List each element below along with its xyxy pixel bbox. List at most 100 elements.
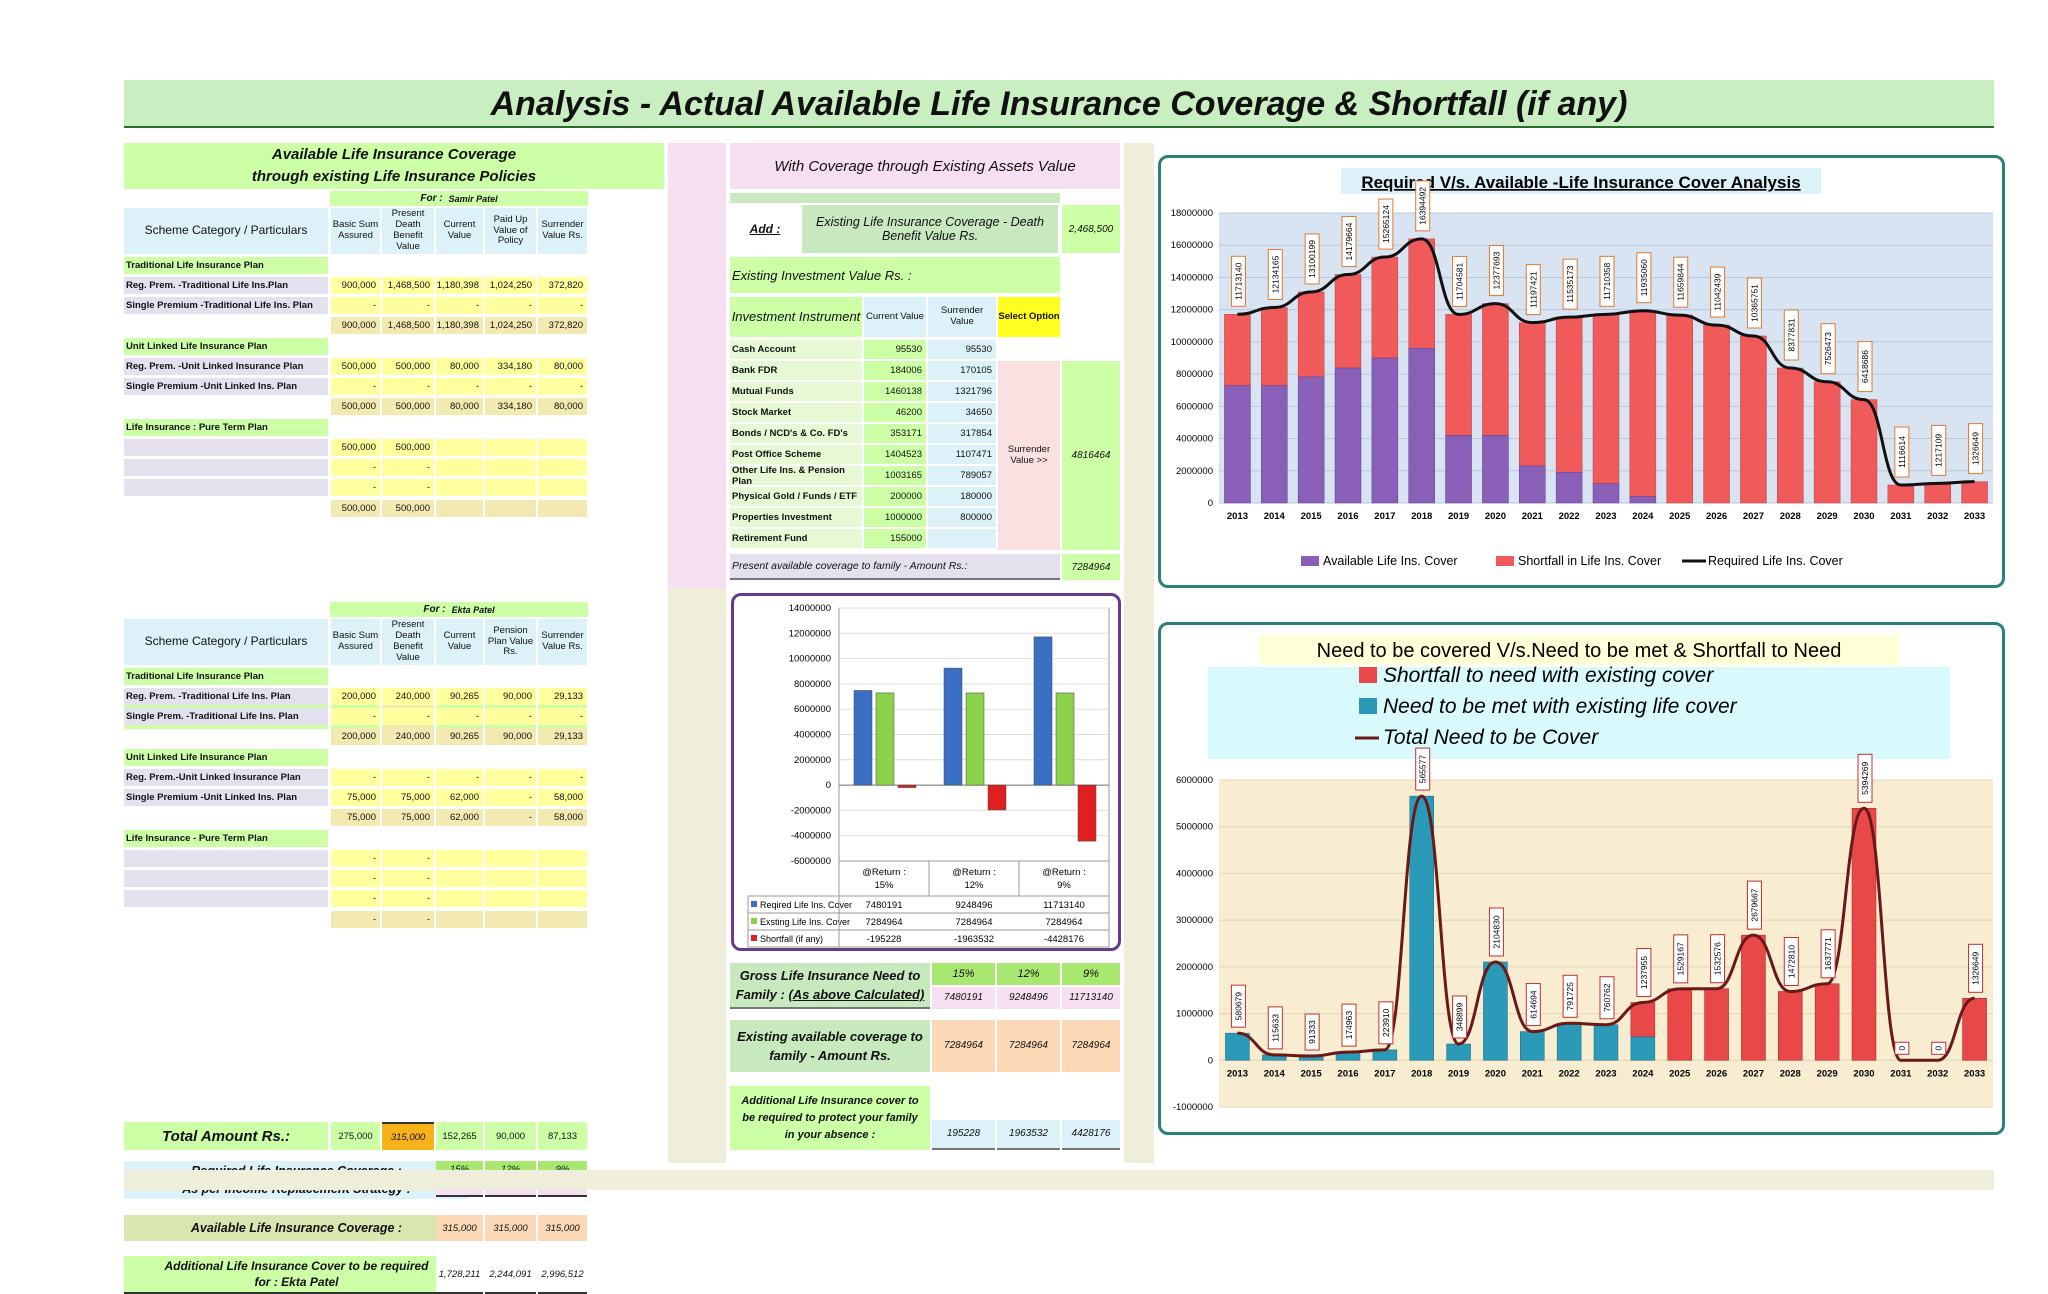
ekta-person-name: Ekta Patel <box>451 604 495 615</box>
chart2-data-label: 12134165 <box>1270 255 1280 293</box>
present-coverage-value: 7284964 <box>1062 554 1120 580</box>
samir-header-col1: Basic Sum Assured <box>331 208 380 254</box>
samir-value-cell: 500,000 <box>382 358 434 375</box>
chart2-data-label-box <box>1488 245 1504 297</box>
chart2-shortfall-bar <box>1850 399 1878 504</box>
investment-current: 1000000 <box>864 508 926 527</box>
existing-cover-label: Existing Life Insurance Coverage - Death… <box>802 205 1058 253</box>
chart1-bar <box>987 784 1007 811</box>
chart2-xtick: 2016 <box>1337 511 1358 522</box>
chart2-available-bar <box>1555 472 1583 504</box>
samir-value-cell <box>485 439 536 456</box>
chart1-legend-name: Reqired Life Ins. Cover <box>760 900 852 910</box>
chart3-data-label-group: 1472810 <box>1783 936 1799 986</box>
chart3-legend-swatch <box>1359 698 1377 714</box>
ekta-row-label <box>124 911 328 928</box>
chart2-data-label-box <box>1968 423 1984 475</box>
chart3-xtick: 2020 <box>1485 1068 1506 1079</box>
chart3-shortfall-bar <box>1741 934 1766 1061</box>
ekta-total-value: 87,133 <box>538 1122 587 1150</box>
ekta-header-particulars: Scheme Category / Particulars <box>124 619 328 665</box>
ekta-row-label <box>124 809 328 826</box>
chart3-met-bar <box>1483 961 1508 1061</box>
chart2-available-bar <box>1629 496 1657 504</box>
ekta-row-label <box>124 850 328 867</box>
chart3-xtick: 2013 <box>1227 1068 1248 1079</box>
samir-person-name: Samir Patel <box>448 193 498 204</box>
chart1-legend-name: Exsting Life Ins. Cover <box>760 917 850 927</box>
existing-cover-value: 2,468,500 <box>1062 205 1120 253</box>
ekta-value-cell <box>538 911 587 928</box>
samir-value-cell <box>538 479 587 496</box>
investment-current: 1460138 <box>864 382 926 401</box>
need-vs-shortfall-chart-panel: Need to be covered V/s.Need to be met & … <box>1158 622 2005 1135</box>
chart2-data-label: 14179664 <box>1344 222 1354 260</box>
surrender-option[interactable]: Surrender Value >> <box>998 361 1060 550</box>
ekta-value-cell: - <box>331 708 380 725</box>
ekta-value-cell: 75,000 <box>331 789 380 806</box>
chart2-required-line <box>1237 237 1975 487</box>
samir-value-cell: 1,024,250 <box>485 277 536 294</box>
investment-name: Bank FDR <box>730 361 862 380</box>
chart3-shortfall-bar <box>1704 988 1729 1061</box>
ekta-value-cell <box>436 850 483 867</box>
investment-name: Post Office Scheme <box>730 445 862 464</box>
chart3-legend-label: Total Need to be Cover <box>1383 726 1599 749</box>
chart2-data-label-group: 11535173 <box>1562 258 1578 310</box>
chart1-ytick: -4000000 <box>791 831 831 842</box>
chart3-data-label: 174963 <box>1344 1011 1354 1040</box>
chart3-data-label: 614694 <box>1528 990 1538 1019</box>
chart2-data-label: 7526473 <box>1823 332 1833 365</box>
middle-additional-value: 4428176 <box>1062 1120 1120 1150</box>
chart2-data-label-group: 11710358 <box>1599 255 1615 307</box>
existing-available-label: Existing available coverage to family - A… <box>730 1020 930 1072</box>
chart2-ytick: 16000000 <box>1171 240 1213 251</box>
investment-surrender: 1321796 <box>928 382 996 401</box>
chart2-data-label-group: 12377693 <box>1488 245 1504 297</box>
ekta-header-col1: Basic Sum Assured <box>331 619 380 665</box>
chart1-ytick: 12000000 <box>789 628 831 639</box>
gross-value-cell: 9248496 <box>997 987 1060 1009</box>
chart3-data-label-group: 1637771 <box>1820 929 1836 979</box>
chart1-legend-name: Shortfall (if any) <box>760 934 823 944</box>
middle-pink-strip <box>668 143 726 588</box>
chart3-data-label-box <box>1341 1003 1357 1047</box>
chart2-data-label-group: 12134165 <box>1267 249 1283 301</box>
ekta-value-cell: - <box>331 890 380 907</box>
chart3-data-label: 1472810 <box>1786 945 1796 978</box>
ekta-header-col2: Present Death Benefit Value <box>382 619 434 665</box>
chart2-data-label: 11197421 <box>1528 271 1538 308</box>
chart3-data-label-box <box>1636 947 1652 997</box>
ekta-for-label: For : <box>423 604 446 615</box>
samir-value-cell: 80,000 <box>538 358 587 375</box>
ekta-value-cell: 58,000 <box>538 789 587 806</box>
investment-current: 1404523 <box>864 445 926 464</box>
chart2-data-label-group: 11659844 <box>1673 256 1689 308</box>
chart2-shortfall-bar <box>1666 314 1693 504</box>
gross-pct-cell: 9% <box>1062 963 1120 985</box>
samir-value-cell: - <box>538 297 587 314</box>
chart3-data-label-group: 580679 <box>1230 984 1246 1028</box>
samir-row-label <box>124 479 328 496</box>
chart2-data-label-group: 11935060 <box>1636 252 1652 304</box>
investment-surrender: 180000 <box>928 487 996 506</box>
chart1-ytick: 6000000 <box>794 704 831 715</box>
chart3-data-label-box <box>1857 753 1873 803</box>
chart3-data-label-box <box>1820 929 1836 979</box>
samir-header-col3: Current Value <box>436 208 483 254</box>
ekta-value-cell: - <box>382 890 434 907</box>
chart3-data-label: 2679667 <box>1749 888 1759 921</box>
chart3-met-bar <box>1225 1032 1250 1061</box>
chart3-data-label-group: 1237955 <box>1636 947 1652 997</box>
chart1-legend-swatch <box>751 918 757 924</box>
chart2-data-label-group: 11704581 <box>1452 255 1468 307</box>
investment-current: 95530 <box>864 340 926 359</box>
samir-row-label <box>124 317 328 334</box>
samir-header-col2: Present Death Benefit Value <box>382 208 434 254</box>
ekta-row-label <box>124 728 328 745</box>
ekta-value-cell: 240,000 <box>382 728 434 745</box>
chart1-table-value: -195228 <box>867 934 902 945</box>
chart1-category: @Return : <box>952 867 995 878</box>
chart2-shortfall-bar <box>1224 314 1251 386</box>
samir-value-cell: 372,820 <box>538 317 587 334</box>
